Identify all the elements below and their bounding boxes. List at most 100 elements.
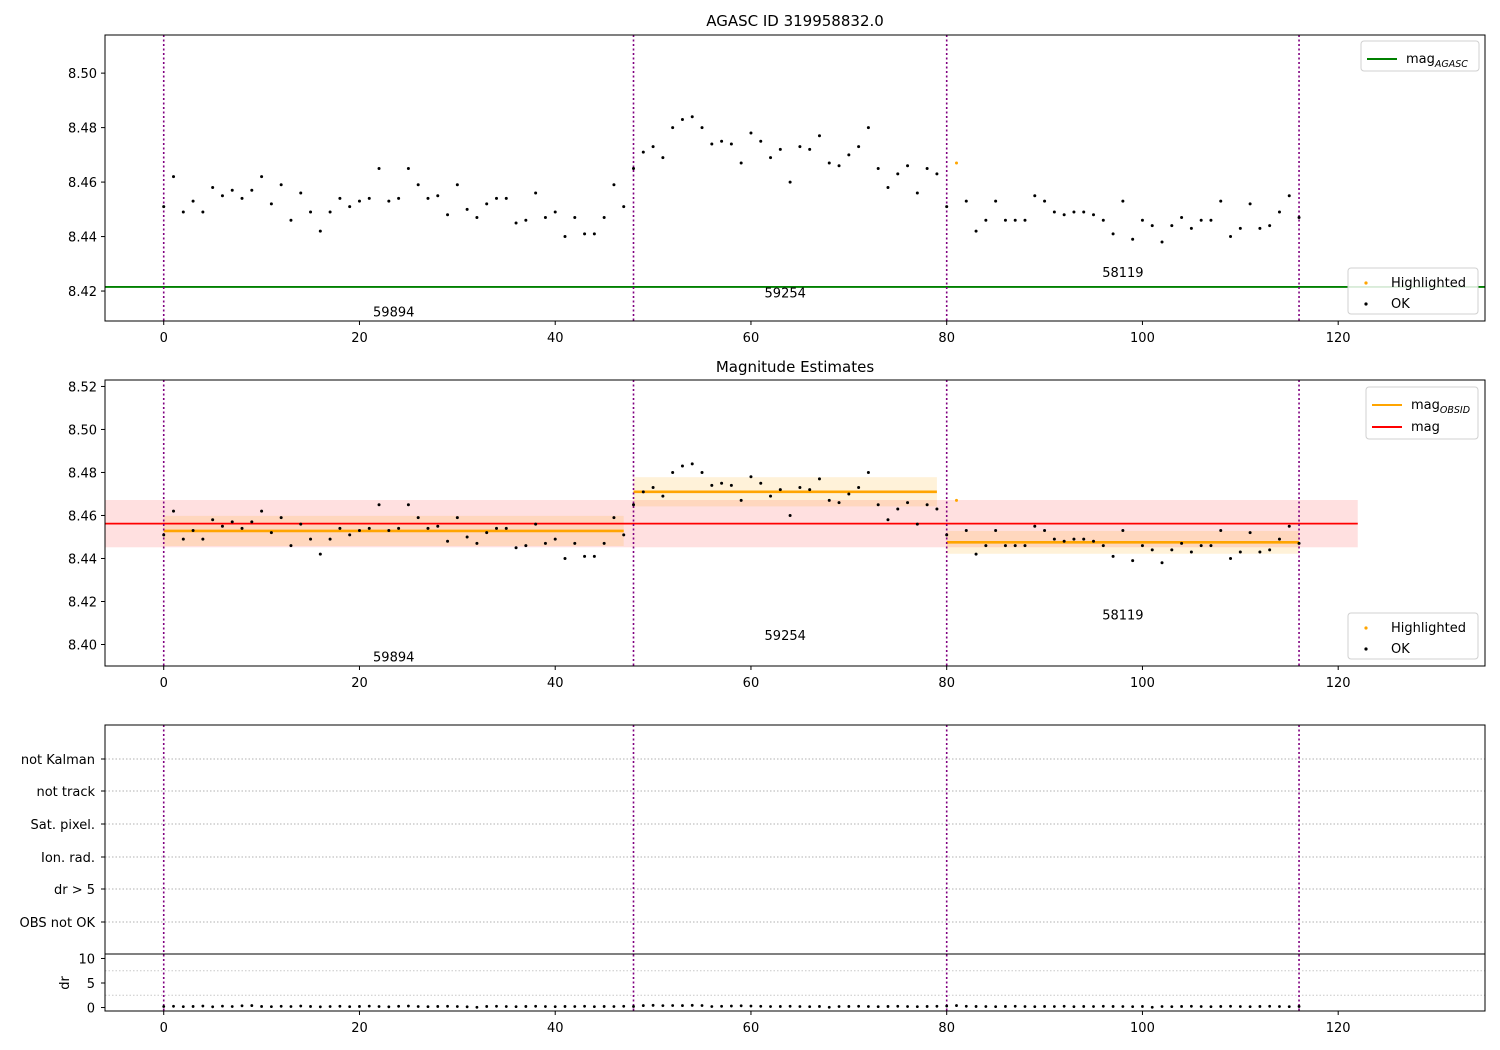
legend-label: magOBSID [1411, 398, 1470, 416]
ok-point [739, 161, 743, 165]
ok-point [338, 196, 342, 200]
dr-point [661, 1004, 665, 1008]
x-tick-label: 80 [938, 1021, 955, 1036]
ok-point [172, 175, 176, 179]
dr-point [377, 1005, 381, 1008]
ok-point [827, 498, 831, 502]
ok-point [1003, 218, 1007, 222]
ok-point [690, 462, 694, 466]
ok-point [671, 470, 675, 474]
legend-label: OK [1391, 642, 1410, 657]
ok-point [1277, 210, 1281, 214]
dr-point [162, 1005, 166, 1008]
dr-point [1062, 1004, 1066, 1008]
ok-point [357, 199, 361, 203]
ok-point [837, 164, 841, 168]
y-tick-label: 8.50 [68, 67, 97, 82]
ok-point [945, 205, 949, 209]
ok-point [485, 531, 489, 535]
panel2-frame [104, 379, 1486, 667]
ok-point [876, 503, 880, 507]
dr-point [984, 1005, 988, 1008]
dr-point [1043, 1005, 1046, 1008]
ok-point [240, 196, 244, 200]
ok-point [1101, 544, 1105, 548]
ok-point [181, 210, 185, 214]
legend-label: Highlighted [1391, 276, 1466, 291]
dr-point [720, 1004, 723, 1008]
ok-point [191, 529, 195, 533]
y-tick-label: 8.46 [68, 176, 97, 191]
ok-point [1140, 544, 1144, 548]
y-tick-label: 8.46 [68, 509, 97, 524]
ok-point [504, 196, 508, 200]
ok-point [1023, 218, 1027, 222]
panel2-legend-bottom: Highlighted OK [1347, 612, 1479, 660]
ok-point [710, 483, 714, 487]
ok-point [1219, 199, 1223, 203]
dr-point [426, 1005, 430, 1009]
ok-point [397, 196, 401, 200]
ok-point [759, 139, 763, 143]
dr-point [632, 1005, 635, 1008]
ok-point [1248, 531, 1252, 535]
dr-point [1033, 1005, 1037, 1009]
x-tick-label: 20 [351, 331, 368, 346]
ok-point [230, 188, 234, 192]
dr-point [573, 1005, 577, 1008]
ok-point [426, 526, 430, 530]
x-tick-label: 20 [351, 676, 368, 691]
dr-point [211, 1005, 215, 1009]
dr-point [416, 1005, 420, 1008]
highlighted-point [954, 498, 958, 502]
ok-point [1140, 218, 1144, 222]
dr-point [847, 1005, 851, 1008]
ok-point [1043, 199, 1047, 203]
legend-marker [1364, 281, 1368, 285]
ok-point [475, 541, 479, 545]
ok-point [1082, 210, 1086, 214]
ok-point [700, 126, 704, 130]
ok-point [553, 537, 557, 541]
dr-point [1072, 1005, 1076, 1009]
dr-point [749, 1004, 753, 1008]
ok-point [925, 503, 929, 507]
obsid-label: 59894 [373, 305, 414, 320]
x-tick-label: 60 [743, 676, 760, 691]
ok-point [769, 156, 773, 160]
ok-point [573, 215, 577, 219]
ok-point [1111, 554, 1115, 558]
ok-point [387, 529, 391, 533]
ok-point [749, 131, 753, 135]
ok-point [524, 544, 528, 548]
ok-point [817, 134, 821, 138]
ok-point [162, 205, 166, 209]
dr-point [446, 1004, 449, 1008]
ok-point [886, 186, 890, 190]
x-tick-label: 0 [160, 331, 168, 346]
ok-point [446, 213, 450, 217]
ok-point [857, 145, 861, 149]
ok-point [240, 526, 244, 530]
dr-point [671, 1004, 675, 1007]
ok-point [827, 161, 831, 165]
ok-point [426, 196, 430, 200]
ok-point [348, 533, 352, 537]
ok-point [289, 218, 293, 222]
dr-point [1092, 1005, 1095, 1008]
ok-point [632, 503, 636, 507]
ok-point [641, 150, 645, 154]
x-tick-label: 100 [1130, 331, 1155, 346]
ok-point [348, 205, 352, 209]
legend-label: OK [1391, 297, 1410, 312]
ok-point [592, 232, 596, 236]
obsid-label: 59894 [373, 650, 414, 665]
ok-point [984, 218, 988, 222]
ok-point [299, 522, 303, 526]
ok-point [172, 509, 176, 513]
ok-point [896, 507, 900, 511]
ok-point [1121, 529, 1125, 533]
ok-point [759, 481, 763, 485]
ok-point [504, 526, 508, 530]
